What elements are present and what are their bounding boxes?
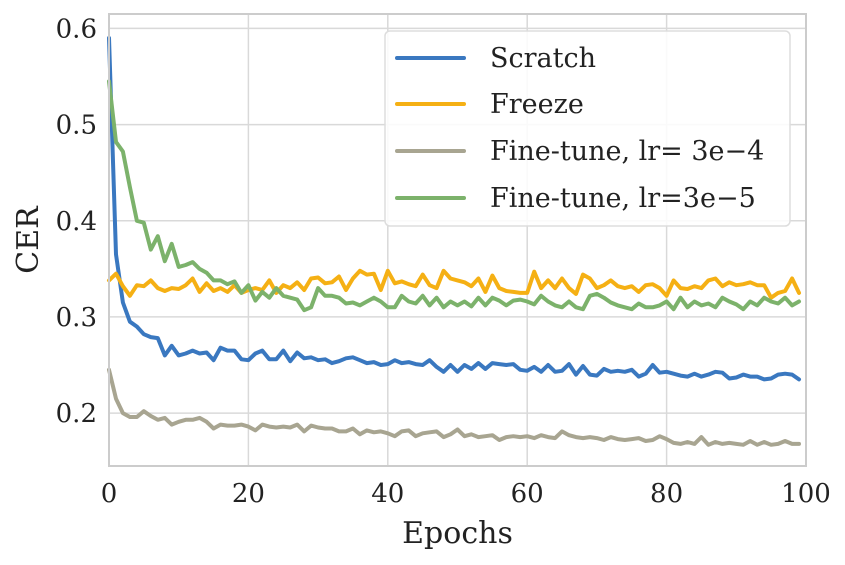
x-tick-label: 60 [511,479,544,509]
x-axis-label: Epochs [402,516,513,551]
legend-item-freeze: Freeze [395,89,584,120]
x-tick-label: 40 [371,479,404,509]
x-tick-label: 0 [101,479,118,509]
y-tick-label: 0.6 [56,14,97,44]
series-lines [107,36,801,447]
y-tick-label: 0.3 [56,303,97,333]
series-line-3 [107,367,801,447]
legend-box [384,30,791,227]
x-tick-label: 80 [650,479,683,509]
legend-item-scratch: Scratch [395,43,596,74]
series-line-2 [107,268,801,300]
y-axis-ticks: 0.2 0.3 0.4 0.5 0.6 [56,14,97,429]
series-line-4 [107,79,801,313]
legend-item-fine-tune-3e-5: Fine-tune, lr=3e−5 [395,183,756,214]
series-line-1 [107,36,801,382]
plot-frame [108,13,807,467]
legend-item-fine-tune-3e-4: Fine-tune, lr= 3e−4 [395,136,764,167]
x-tick-label: 20 [232,479,265,509]
y-axis-label: CER [11,205,46,274]
x-axis-ticks: 0 20 40 60 80 100 [101,479,831,509]
legend-label: Scratch [490,43,596,74]
y-tick-label: 0.4 [56,207,97,237]
x-tick-label: 100 [781,479,831,509]
legend-label: Fine-tune, lr=3e−5 [490,183,756,214]
legend: Scratch Freeze Fine-tune, lr= 3e−4 Fine-… [384,30,791,227]
legend-label: Freeze [490,89,584,120]
y-tick-label: 0.5 [56,111,97,141]
legend-label: Fine-tune, lr= 3e−4 [490,136,764,167]
y-tick-label: 0.2 [56,399,97,429]
